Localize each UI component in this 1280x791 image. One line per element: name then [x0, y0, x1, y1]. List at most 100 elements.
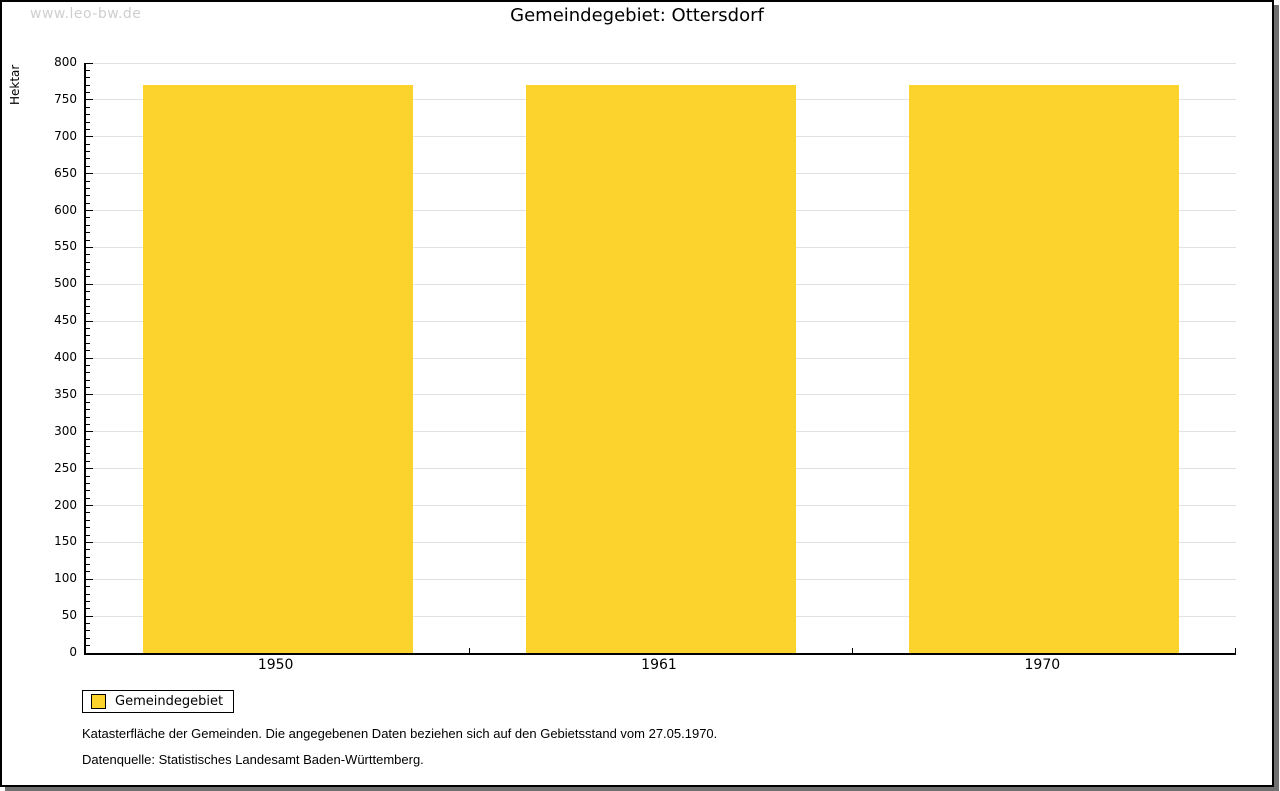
- y-tick-label: 800: [54, 55, 77, 69]
- y-axis-tick: [86, 84, 90, 86]
- y-axis-tick: [86, 165, 90, 167]
- y-axis-tick: [86, 328, 90, 329]
- y-axis-tick: [86, 269, 90, 270]
- y-axis-tick: [86, 623, 90, 624]
- y-axis-tick: [86, 143, 90, 145]
- y-tick-label: 0: [69, 645, 77, 659]
- y-axis-tick: [86, 276, 90, 278]
- y-tick-label: 650: [54, 165, 77, 180]
- y-axis-tick: [86, 335, 90, 337]
- y-axis-tick: [86, 453, 90, 455]
- y-axis-tick: [86, 224, 90, 226]
- y-axis-tick: [86, 114, 90, 116]
- bar-1970: [909, 85, 1180, 653]
- y-axis-tick: [86, 512, 90, 514]
- legend-label: Gemeindegebiet: [115, 694, 224, 709]
- watermark: www.leo-bw.de: [30, 6, 142, 22]
- y-tick-label: 300: [54, 423, 77, 438]
- x-tick-label: 1950: [257, 657, 294, 673]
- y-tick-label: 50: [61, 608, 77, 623]
- y-axis-tick: [86, 460, 90, 462]
- y-axis-tick: [86, 232, 90, 234]
- y-axis-tick: [86, 497, 90, 499]
- y-axis-label: Hektar: [8, 64, 22, 105]
- y-axis-tick: [86, 62, 93, 64]
- y-tick-label: 600: [54, 202, 77, 217]
- y-tick-label: 550: [54, 239, 77, 254]
- y-axis-tick: [86, 239, 90, 241]
- y-axis-tick: [86, 99, 93, 101]
- x-axis-tick: [468, 648, 470, 653]
- y-axis-tick: [86, 283, 93, 285]
- y-axis-tick: [86, 202, 90, 204]
- y-axis-tick: [86, 69, 90, 71]
- y-axis-tick: [86, 121, 90, 123]
- y-tick-label: 250: [54, 460, 77, 475]
- y-axis-tick: [86, 151, 90, 152]
- x-axis-tick: [852, 648, 854, 653]
- y-tick-label: 750: [54, 91, 77, 106]
- y-axis-tick: [86, 586, 90, 588]
- y-tick-label: 200: [54, 497, 77, 512]
- y-axis-tick: [86, 593, 90, 595]
- y-axis-tick: [86, 519, 90, 521]
- y-axis-tick: [86, 549, 90, 551]
- bar-1950: [142, 85, 413, 653]
- y-tick-label: 700: [54, 128, 77, 143]
- y-axis-tick: [86, 578, 93, 580]
- y-axis-tick: [86, 261, 90, 263]
- y-axis-tick: [86, 475, 90, 477]
- y-axis-tick: [86, 534, 90, 536]
- y-axis-tick: [86, 401, 90, 403]
- footer-source: Datenquelle: Statistisches Landesamt Bad…: [82, 752, 424, 767]
- chart-title: Gemeindegebiet: Ottersdorf: [510, 5, 764, 26]
- y-axis-tick: [86, 187, 90, 189]
- y-axis-tick: [86, 409, 90, 411]
- yellow-square-icon: [91, 694, 106, 709]
- legend: Gemeindegebiet: [82, 690, 235, 713]
- y-axis-tick: [86, 195, 90, 197]
- x-axis-tick: [1235, 648, 1236, 653]
- y-axis-tick: [86, 394, 93, 396]
- y-axis-tick: [86, 645, 90, 647]
- y-axis-tick: [86, 615, 93, 617]
- y-axis-tick: [86, 217, 90, 219]
- y-axis-tick: [86, 564, 90, 565]
- footer-note: Katasterfläche der Gemeinden. Die angege…: [82, 726, 718, 741]
- y-axis-tick: [86, 364, 90, 366]
- y-axis-tick: [86, 180, 90, 182]
- y-axis-tick: [86, 482, 90, 484]
- y-axis-tick: [86, 505, 93, 506]
- x-tick-label: 1970: [1024, 657, 1061, 673]
- y-tick-label: 450: [54, 313, 77, 328]
- y-axis-tick: [86, 92, 90, 93]
- y-axis-tick: [86, 158, 90, 160]
- y-axis-tick: [86, 372, 90, 374]
- y-axis-tick: [86, 106, 90, 108]
- y-axis-tick: [86, 387, 90, 388]
- y-axis-tick: [86, 136, 93, 138]
- y-axis-tick: [86, 468, 93, 470]
- y-axis-tick: [86, 173, 93, 175]
- y-axis-tick: [86, 608, 90, 610]
- y-axis-tick: [86, 490, 90, 492]
- y-axis-tick: [86, 246, 93, 248]
- y-tick-label: 350: [54, 386, 77, 401]
- gridline: [86, 62, 1236, 64]
- y-axis-tick: [86, 600, 90, 602]
- y-axis-tick: [86, 320, 93, 322]
- y-tick-label: 100: [54, 571, 77, 586]
- y-axis-tick: [86, 438, 90, 440]
- y-axis-tick: [86, 291, 90, 293]
- plot-area: [84, 62, 1236, 655]
- y-tick-label: 400: [54, 350, 77, 364]
- y-axis-tick: [86, 379, 90, 381]
- y-axis-tick: [86, 305, 90, 307]
- y-axis-tick: [86, 431, 93, 433]
- y-axis-tick: [86, 210, 93, 211]
- y-tick-label: 150: [54, 534, 77, 549]
- y-axis-tick: [86, 423, 90, 425]
- y-axis-tick: [86, 357, 93, 359]
- y-axis-tick: [86, 571, 90, 573]
